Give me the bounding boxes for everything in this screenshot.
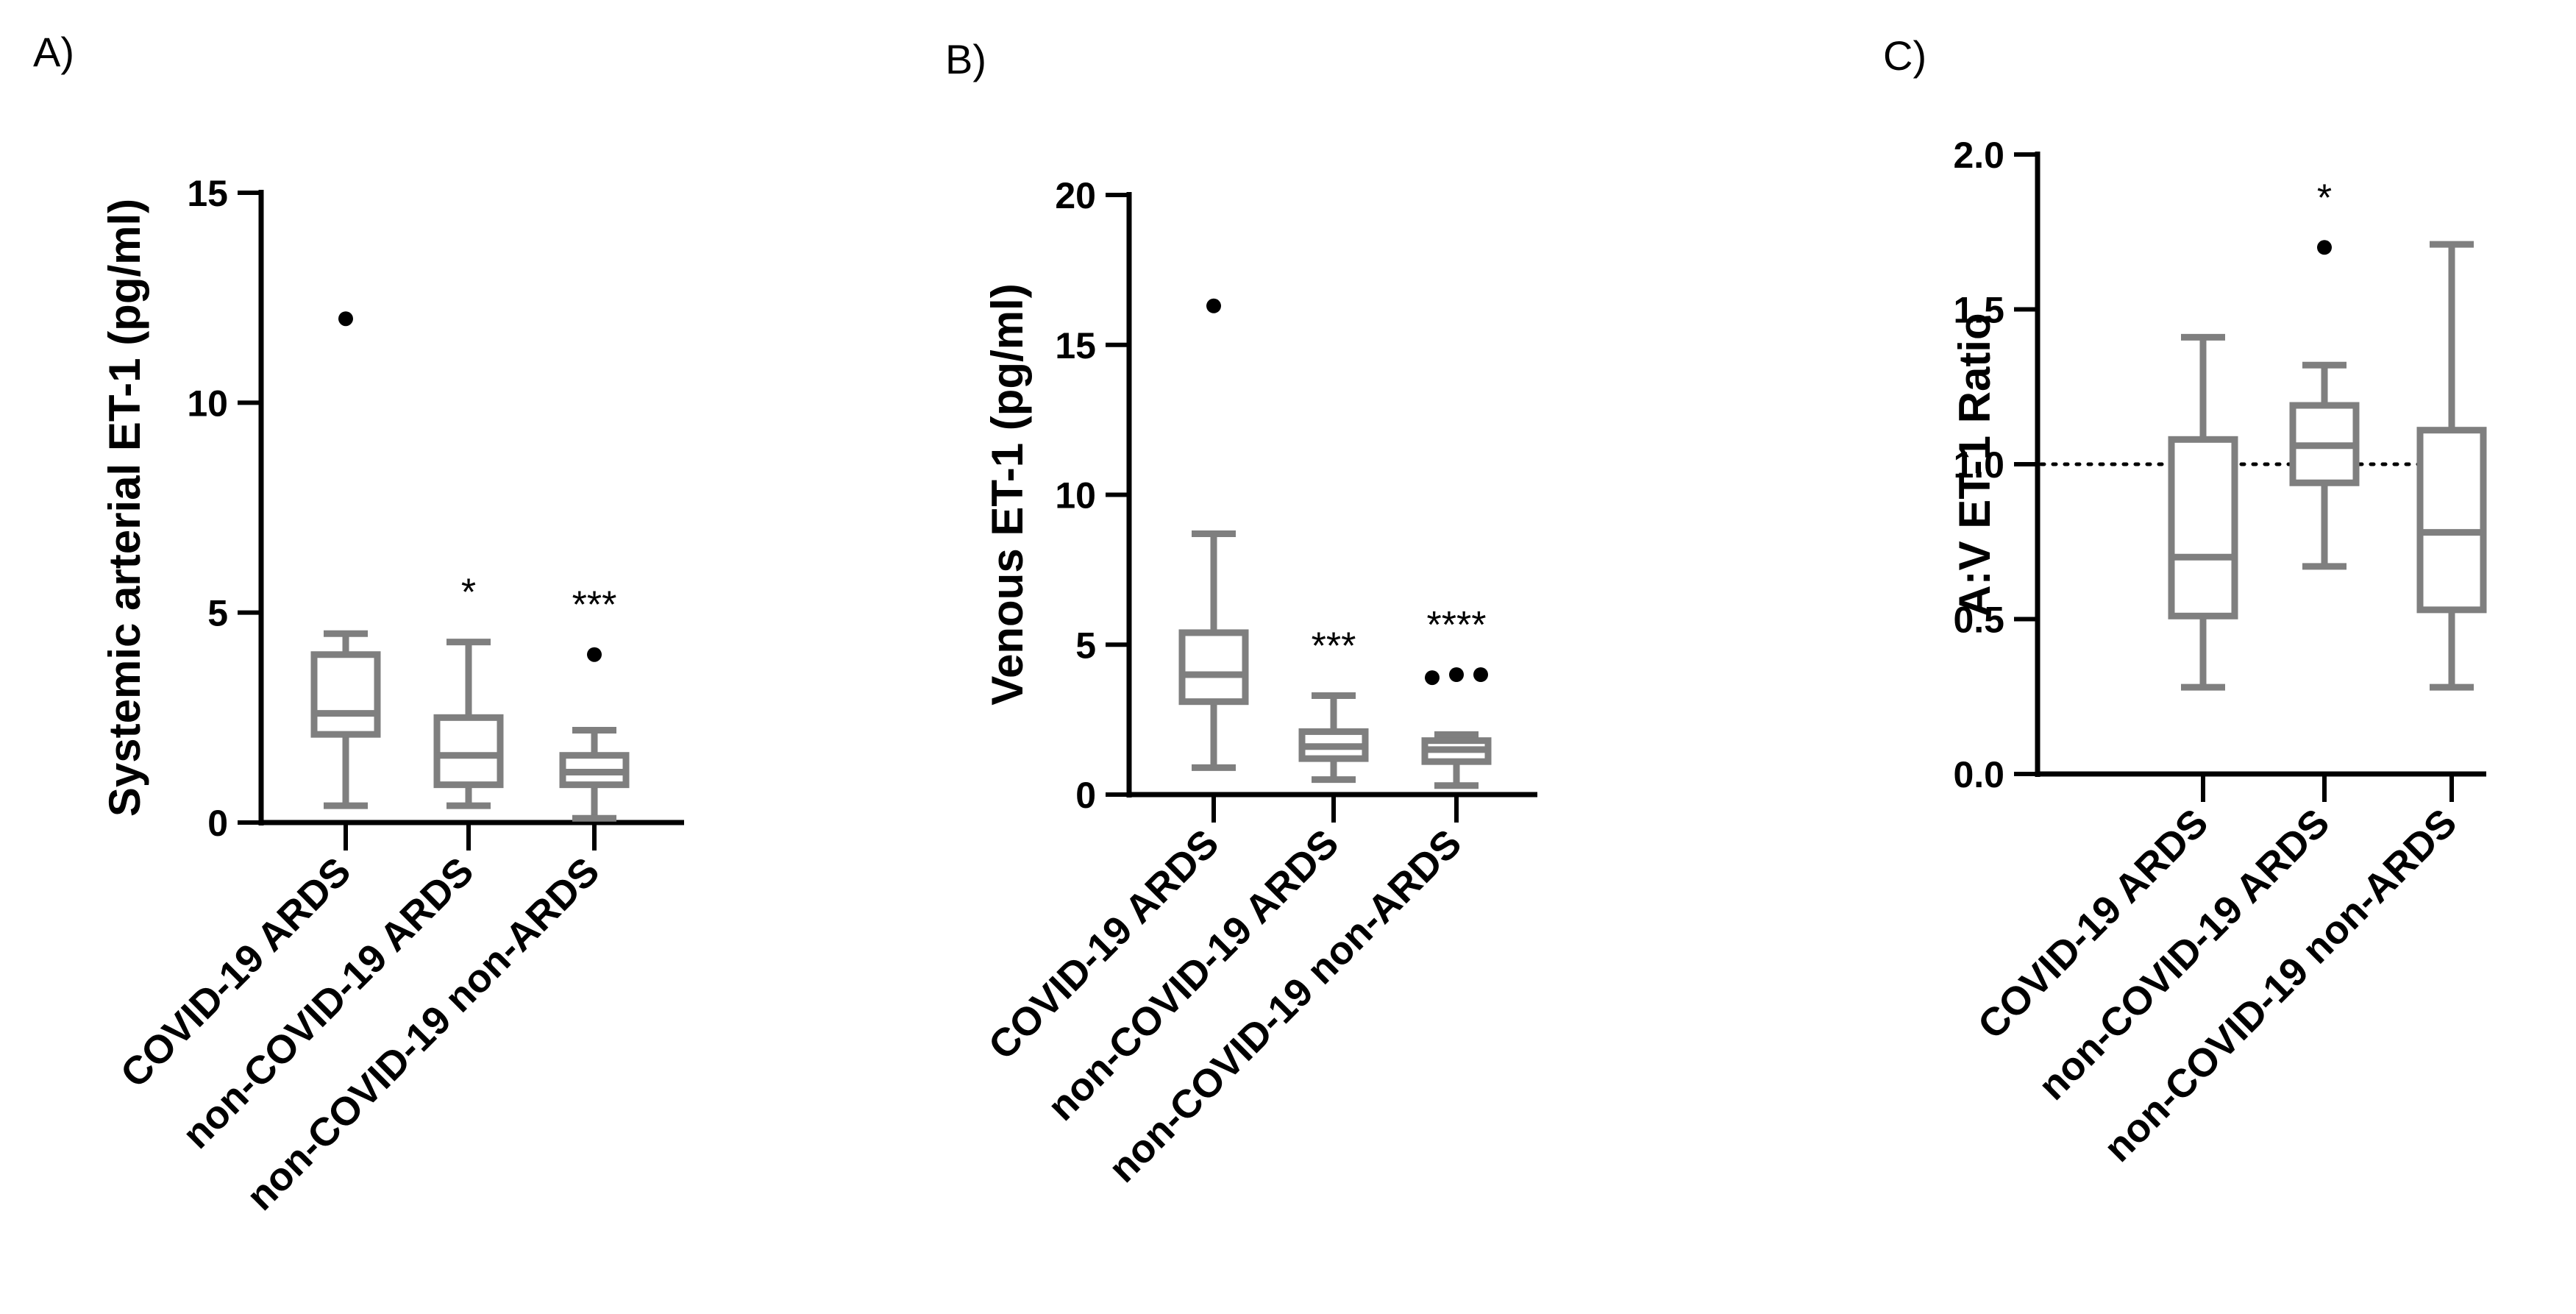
y-tick-label: 0 bbox=[1075, 775, 1096, 816]
y-tick-label: 10 bbox=[1055, 475, 1096, 516]
y-axis-label: A:V ET-1 Ratio bbox=[1950, 313, 1999, 617]
y-tick-label: 2.0 bbox=[1953, 135, 2004, 176]
category-label: COVID-19 ARDS bbox=[981, 821, 1228, 1068]
significance-annotation: * bbox=[2317, 177, 2332, 219]
panel-c: C) A:V ET-1 Ratio 0.0 0.5 1.0 1.5 2.0 COVID-19 … bbox=[1883, 32, 2488, 1171]
panel-b: B) Venous ET-1 (pg/ml) 0 5 10 15 20 COVID-19 AR… bbox=[945, 36, 1537, 1191]
significance-annotation: *** bbox=[572, 584, 617, 627]
category-label: COVID-19 ARDS bbox=[113, 849, 360, 1096]
panel-label: C) bbox=[1883, 32, 1926, 79]
y-tick-label: 15 bbox=[1055, 325, 1096, 366]
panel-label: B) bbox=[945, 36, 986, 82]
panel-a: A) Systemic arterial ET-1 (pg/ml) 0 5 10 15 CO… bbox=[33, 29, 684, 1219]
y-tick-label: 0.0 bbox=[1953, 754, 2004, 795]
y-tick-label: 5 bbox=[207, 593, 228, 634]
y-tick-label: 20 bbox=[1055, 175, 1096, 216]
panel-label: A) bbox=[33, 29, 74, 75]
y-tick-label: 0 bbox=[207, 803, 228, 844]
y-tick-label: 1.0 bbox=[1953, 444, 2004, 486]
category-label: COVID-19 ARDS bbox=[1970, 800, 2217, 1048]
outlier-point bbox=[1473, 667, 1488, 682]
y-tick-label: 15 bbox=[187, 173, 228, 214]
outlier-point bbox=[2317, 240, 2332, 255]
y-axis-label: Venous ET-1 (pg/ml) bbox=[983, 283, 1032, 705]
box-iqr bbox=[2416, 427, 2487, 614]
y-tick-label: 5 bbox=[1075, 625, 1096, 666]
outlier-point bbox=[1206, 298, 1221, 313]
outlier-point bbox=[1449, 667, 1464, 682]
significance-annotation: * bbox=[461, 572, 476, 614]
y-axis-label: Systemic arterial ET-1 (pg/ml) bbox=[100, 199, 149, 817]
significance-annotation: *** bbox=[1312, 625, 1356, 668]
box-3: non-COVID-19 non-ARDS bbox=[2096, 241, 2487, 1171]
y-tick-label: 0.5 bbox=[1953, 600, 2004, 641]
significance-annotation: **** bbox=[1427, 604, 1487, 647]
box-iqr bbox=[2168, 436, 2238, 619]
outlier-point bbox=[1425, 670, 1440, 686]
y-tick-label: 10 bbox=[187, 383, 228, 424]
y-tick-label: 1.5 bbox=[1953, 290, 2004, 331]
box-iqr bbox=[310, 651, 381, 738]
box-iqr bbox=[1178, 629, 1249, 706]
box-iqr bbox=[433, 714, 504, 789]
outlier-point bbox=[587, 647, 602, 662]
outlier-point bbox=[338, 311, 353, 327]
